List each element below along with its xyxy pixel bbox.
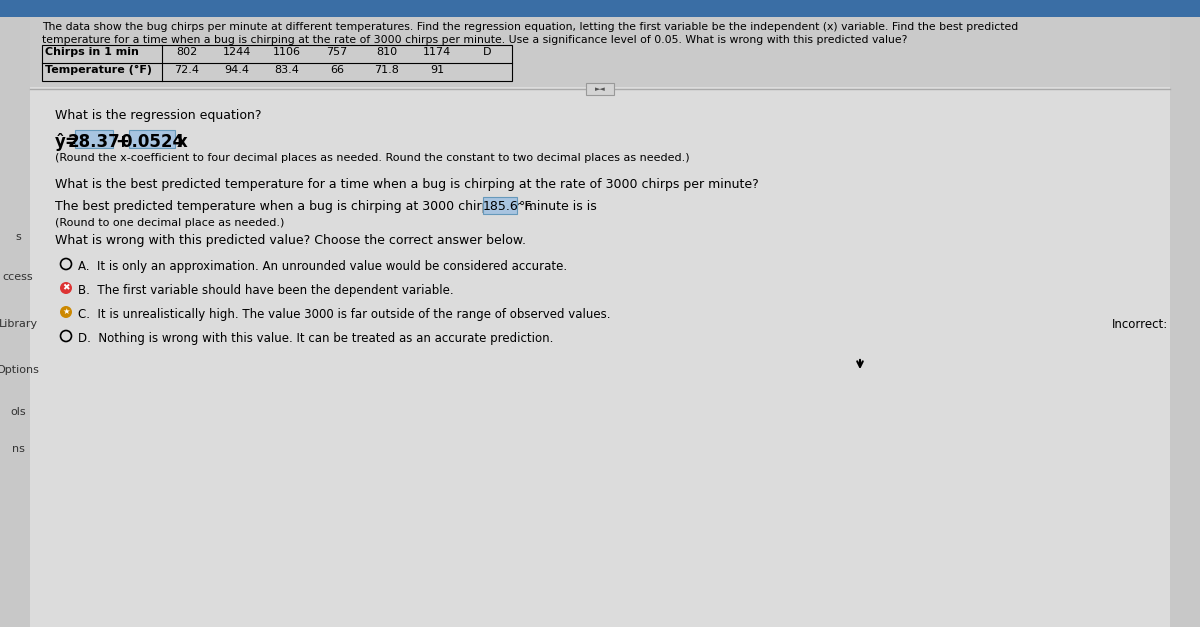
Text: ns: ns (12, 444, 24, 454)
FancyBboxPatch shape (484, 197, 517, 214)
Text: D.  Nothing is wrong with this value. It can be treated as an accurate predictio: D. Nothing is wrong with this value. It … (78, 332, 553, 345)
Text: Temperature (°F): Temperature (°F) (46, 65, 152, 75)
Text: What is wrong with this predicted value? Choose the correct answer below.: What is wrong with this predicted value?… (55, 234, 526, 247)
Text: 185.6: 185.6 (482, 200, 518, 213)
FancyBboxPatch shape (74, 130, 113, 148)
Text: A.  It is only an approximation. An unrounded value would be considered accurate: A. It is only an approximation. An unrou… (78, 260, 568, 273)
Text: C.  It is unrealistically high. The value 3000 is far outside of the range of ob: C. It is unrealistically high. The value… (78, 308, 611, 321)
Text: Options: Options (0, 365, 40, 375)
Circle shape (60, 282, 72, 294)
Text: 802: 802 (176, 47, 198, 57)
Text: 1174: 1174 (422, 47, 451, 57)
Text: The best predicted temperature when a bug is chirping at 3000 chirps per minute : The best predicted temperature when a bu… (55, 200, 596, 213)
Text: Incorrect:: Incorrect: (1111, 317, 1168, 330)
FancyBboxPatch shape (30, 17, 1170, 87)
Text: (Round the x-coefficient to four decimal places as needed. Round the constant to: (Round the x-coefficient to four decimal… (55, 153, 690, 163)
Text: What is the regression equation?: What is the regression equation? (55, 109, 262, 122)
FancyBboxPatch shape (30, 17, 1170, 627)
Text: 1244: 1244 (223, 47, 251, 57)
Text: 28.37: 28.37 (67, 133, 120, 151)
Text: ccess: ccess (2, 272, 34, 282)
Text: 66: 66 (330, 65, 344, 75)
Text: ŷ=: ŷ= (55, 133, 79, 151)
Text: 0.0524: 0.0524 (120, 133, 184, 151)
Text: B.  The first variable should have been the dependent variable.: B. The first variable should have been t… (78, 284, 454, 297)
Circle shape (60, 306, 72, 318)
Text: x: x (178, 133, 187, 151)
Text: ►◄: ►◄ (595, 86, 605, 92)
Text: What is the best predicted temperature for a time when a bug is chirping at the : What is the best predicted temperature f… (55, 178, 758, 191)
Text: +: + (115, 133, 128, 151)
Text: temperature for a time when a bug is chirping at the rate of 3000 chirps per min: temperature for a time when a bug is chi… (42, 35, 907, 45)
Text: Library: Library (0, 319, 37, 329)
FancyBboxPatch shape (0, 0, 1200, 17)
Bar (586, 83, 614, 95)
Text: D: D (482, 47, 491, 57)
Text: s: s (16, 232, 20, 242)
Text: °F.: °F. (518, 200, 534, 213)
Text: 810: 810 (377, 47, 397, 57)
Text: ✖: ✖ (62, 283, 70, 292)
Text: ★: ★ (62, 307, 70, 316)
Text: (Round to one decimal place as needed.): (Round to one decimal place as needed.) (55, 218, 284, 228)
FancyBboxPatch shape (130, 130, 175, 148)
Text: Chirps in 1 min: Chirps in 1 min (46, 47, 139, 57)
Text: ols: ols (10, 407, 26, 417)
Text: The data show the bug chirps per minute at different temperatures. Find the regr: The data show the bug chirps per minute … (42, 22, 1019, 32)
Text: 72.4: 72.4 (174, 65, 199, 75)
Bar (42, 45, 512, 81)
Text: 94.4: 94.4 (224, 65, 250, 75)
Text: 757: 757 (326, 47, 348, 57)
Text: 83.4: 83.4 (275, 65, 300, 75)
Text: 1106: 1106 (274, 47, 301, 57)
Text: 91: 91 (430, 65, 444, 75)
Text: 71.8: 71.8 (374, 65, 400, 75)
